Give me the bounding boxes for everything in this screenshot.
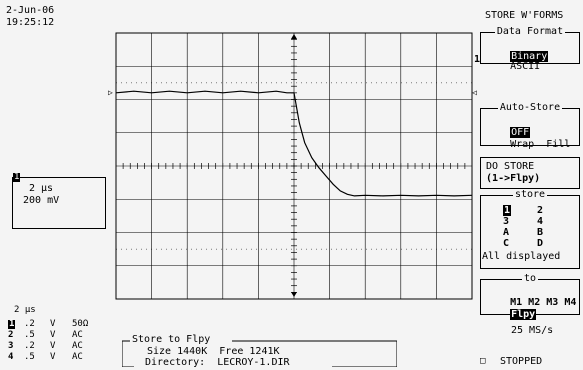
store-destination-menu[interactable]: to M1 M2 M3 M4 Flpy — [480, 273, 580, 320]
channel-4-scale: .5 — [24, 352, 35, 362]
store-item-a[interactable]: A — [503, 227, 510, 238]
auto-store-wrap-option[interactable]: Wrap — [510, 139, 535, 150]
data-format-menu[interactable]: Data Format Binary ASCII — [480, 26, 580, 72]
data-format-ascii-option[interactable]: ASCII — [510, 61, 541, 72]
channel-2-coupling: AC — [72, 330, 83, 340]
store-item-1[interactable]: 1 — [503, 205, 512, 216]
menu-title: STORE W'FORMS — [485, 10, 564, 21]
store-info-title: Store to Flpy — [130, 334, 213, 345]
store-info-bracket — [122, 340, 397, 367]
auto-store-state: OFF — [510, 127, 531, 138]
timebase-readout: 2 μs — [14, 305, 36, 315]
channel-3-number: 3 — [8, 341, 14, 351]
channel-4-coupling: AC — [72, 352, 83, 362]
store-item-2[interactable]: 2 — [537, 205, 544, 216]
trigger-position-top-arrow — [291, 34, 297, 39]
date-readout: 2-Jun-06 — [6, 5, 55, 16]
waveform-series-1 — [115, 90, 473, 197]
sample-rate-readout: 25 MS/s — [511, 325, 554, 336]
auto-store-title: Auto-Store — [497, 102, 563, 113]
channel-1-coupling: 50Ω — [72, 319, 89, 329]
store-info-panel: Store to Flpy Size 1440K Free 1241K Dire… — [122, 334, 397, 368]
directory-label: Directory: — [145, 357, 206, 368]
trace-channel-label: 1 — [13, 172, 21, 182]
channel-4-number: 4 — [8, 352, 14, 362]
channel-1-number: 1 — [8, 319, 16, 329]
trigger-position-bottom-arrow — [291, 292, 297, 297]
channel-2-scale: .5 — [24, 330, 35, 340]
graticule-grid — [115, 32, 473, 300]
to-flpy-option[interactable]: Flpy — [510, 309, 537, 320]
channel-1-unit: V — [50, 319, 56, 329]
do-store-label: DO STORE — [486, 161, 535, 172]
left-trigger-level-marker: ▷ — [108, 88, 113, 97]
to-m4-option[interactable]: M4 — [564, 297, 577, 308]
channel-3-scale: .2 — [24, 341, 35, 351]
channel-2-number: 2 — [8, 330, 14, 340]
to-m2-option[interactable]: M2 — [528, 297, 541, 308]
acquisition-status: STOPPED — [500, 356, 543, 367]
right-trigger-level-marker: ◁ — [472, 88, 477, 97]
data-format-binary-option[interactable]: Binary — [510, 51, 549, 62]
trace-info-box: 1 2 μs 200 mV — [12, 173, 106, 229]
store-source-menu[interactable]: store 1 2 3 4 A B C D All displayed — [480, 189, 580, 269]
store-item-d[interactable]: D — [537, 238, 544, 249]
auto-store-menu[interactable]: Auto-Store OFF Wrap Fill — [480, 102, 580, 150]
channel-1-scale: .2 — [24, 319, 35, 329]
size-value: 1440K — [177, 346, 208, 357]
time-readout: 19:25:12 — [6, 17, 55, 28]
to-m3-option[interactable]: M3 — [546, 297, 559, 308]
to-title: to — [521, 273, 539, 284]
auto-store-fill-option[interactable]: Fill — [546, 139, 571, 150]
to-m1-option[interactable]: M1 — [510, 297, 523, 308]
free-label: Free — [219, 346, 244, 357]
right-trace-marker: 1 — [474, 54, 481, 65]
do-store-button[interactable]: DO STORE (1->Flpy) — [480, 157, 580, 189]
stopped-indicator-icon: □ — [480, 356, 486, 366]
channel-2-unit: V — [50, 330, 56, 340]
channel-3-coupling: AC — [72, 341, 83, 351]
free-value: 1241K — [249, 346, 280, 357]
size-label: Size — [147, 346, 172, 357]
trace-timebase: 2 μs — [29, 183, 54, 194]
waveform-trace-layer — [115, 90, 473, 197]
store-item-4[interactable]: 4 — [537, 216, 544, 227]
channel-3-unit: V — [50, 341, 56, 351]
trace-volts: 200 mV — [23, 195, 60, 206]
store-all-displayed-option[interactable]: All displayed — [482, 251, 561, 262]
store-item-b[interactable]: B — [537, 227, 544, 238]
directory-value: LECROY-1.DIR — [217, 357, 290, 368]
store-item-3[interactable]: 3 — [503, 216, 510, 227]
store-item-c[interactable]: C — [503, 238, 510, 249]
data-format-title: Data Format — [494, 26, 566, 37]
store-title: store — [512, 189, 548, 200]
channel-4-unit: V — [50, 352, 56, 362]
do-store-target: (1->Flpy) — [486, 173, 541, 184]
